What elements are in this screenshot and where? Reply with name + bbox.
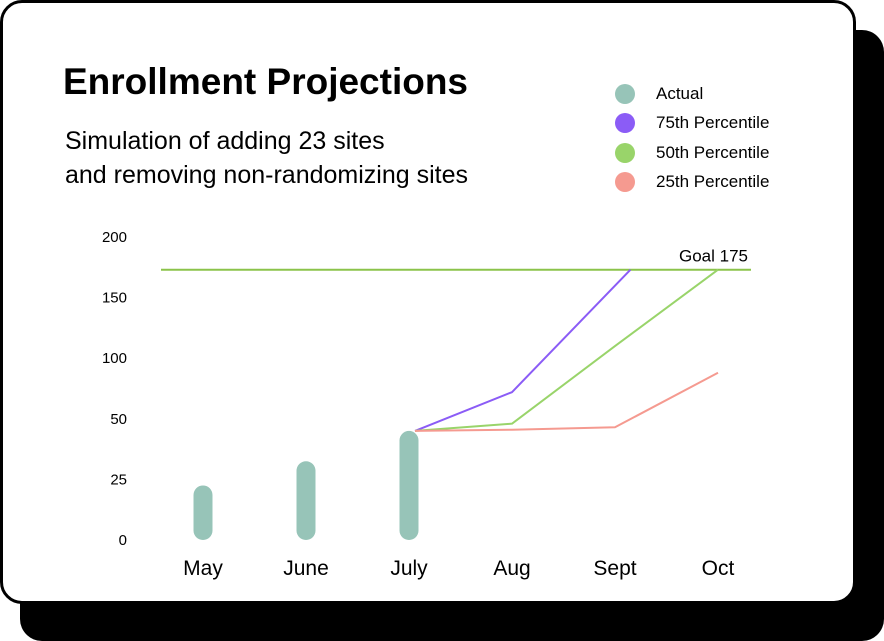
chart-plot: 0 25 50 100 150 200 May June July Aug Sept Oct Goal … [102, 229, 751, 580]
y-tick-label-100: 100 [102, 350, 127, 367]
x-tick-label-sept: Sept [593, 557, 636, 580]
x-tick-label-aug: Aug [493, 557, 530, 580]
x-tick-label-july: July [390, 557, 428, 580]
legend-label-actual: Actual [656, 83, 704, 103]
legend-item-75th: 75th Percentile [615, 109, 769, 139]
y-tick-label-25: 25 [110, 471, 127, 488]
line-75th-percentile [414, 269, 632, 432]
y-tick-label-150: 150 [102, 290, 127, 307]
goal-label: Goal 175 [679, 247, 748, 266]
chart-title: Enrollment Projections [63, 61, 469, 102]
legend-swatch-50th [615, 142, 635, 163]
chart-subtitle: Simulation of adding 23 sites and removi… [65, 124, 468, 192]
y-tick-label-200: 200 [102, 229, 127, 246]
bar-actual-may [193, 485, 213, 540]
line-50th-percentile [414, 268, 719, 432]
y-tick-label-50: 50 [110, 411, 127, 428]
legend-item-25th: 25th Percentile [615, 168, 769, 198]
legend-label-25th: 25th Percentile [656, 172, 770, 192]
legend-swatch-25th [615, 172, 635, 193]
legend-label-75th: 75th Percentile [656, 113, 770, 133]
legend-swatch-actual [615, 83, 635, 104]
legend-swatch-75th [615, 113, 635, 134]
y-tick-label-0: 0 [119, 532, 127, 549]
subtitle-line-1: Simulation of adding 23 sites [65, 127, 385, 155]
legend-item-actual: Actual [615, 79, 769, 109]
bar-actual-june [296, 461, 316, 540]
legend-label-50th: 50th Percentile [656, 142, 770, 162]
line-25th-percentile [414, 371, 719, 432]
legend-item-50th: 50th Percentile [615, 138, 769, 168]
subtitle-line-2: and removing non-randomizing sites [65, 161, 468, 189]
x-tick-label-may: May [183, 557, 223, 580]
chart-card: Enrollment Projections Simulation of add… [0, 0, 856, 604]
x-tick-label-june: June [283, 557, 329, 580]
bar-actual-july [399, 430, 419, 540]
x-tick-label-oct: Oct [702, 557, 735, 580]
chart-legend: Actual 75th Percentile 50th Percentile 2… [615, 79, 769, 197]
